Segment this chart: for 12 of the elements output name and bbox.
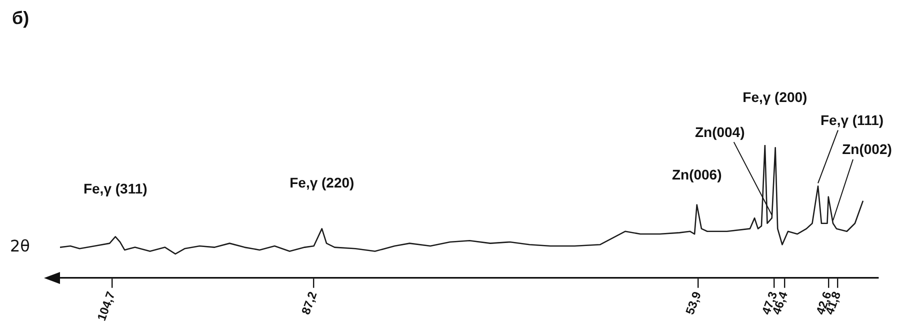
x-tick-label: 53,9 <box>682 289 704 316</box>
chart-title: б) <box>12 8 30 28</box>
annotation: Fe,γ (200) <box>742 88 808 105</box>
annotation: Fe,γ (111) <box>820 112 884 128</box>
annotation: Fe,γ (311) <box>83 180 148 197</box>
annotation: Zn(004) <box>694 124 745 140</box>
x-axis-title: 2θ <box>10 236 30 256</box>
annotation: Fe,γ (220) <box>290 174 354 191</box>
x-tick-label: 87,2 <box>298 289 320 316</box>
annotation: Zn(002) <box>842 141 892 158</box>
annotation: Zn(006) <box>672 166 722 183</box>
x-tick-label: 104,7 <box>94 289 118 323</box>
